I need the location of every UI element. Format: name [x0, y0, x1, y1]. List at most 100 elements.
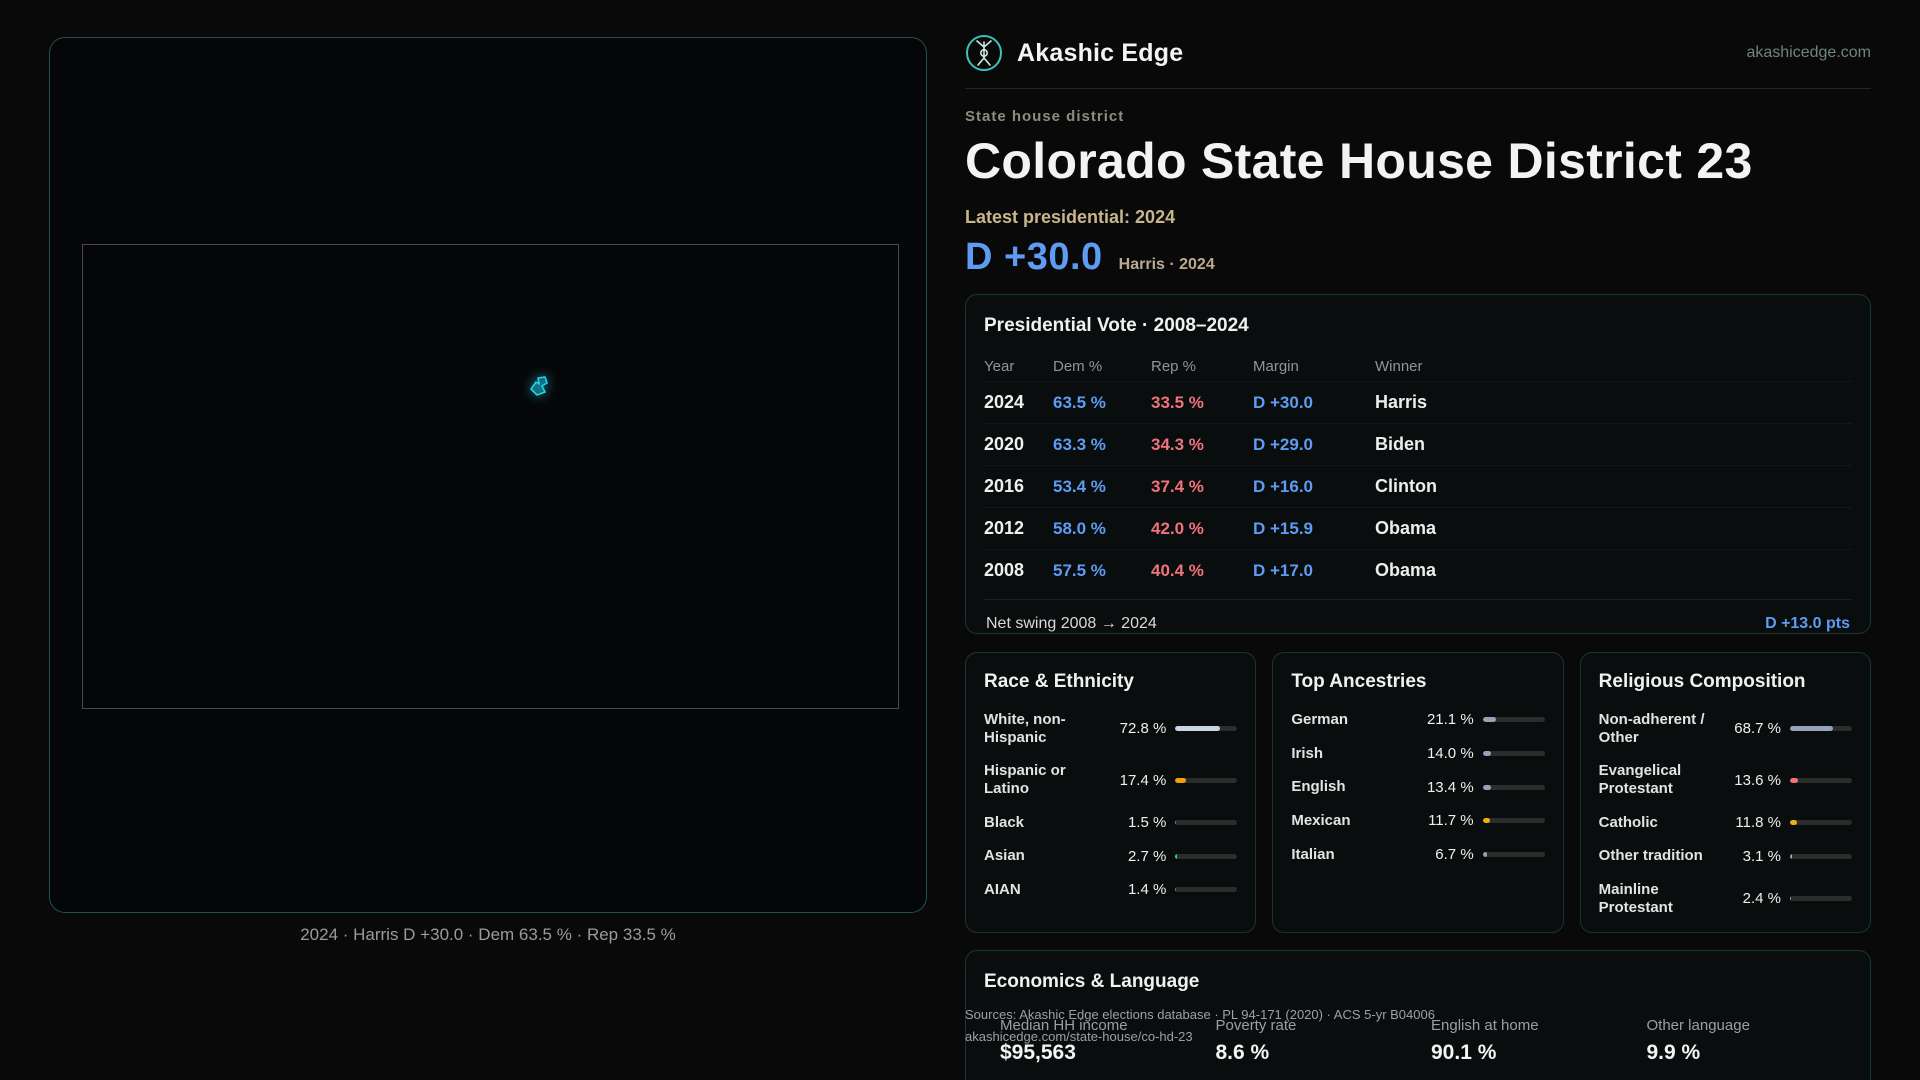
demographic-value: 3.1 %	[1742, 847, 1781, 865]
dem-pct-cell: 63.3 %	[1053, 434, 1106, 454]
winner-cell: Obama	[1375, 560, 1437, 580]
margin-summary: D +30.0 Harris · 2024	[965, 236, 1215, 279]
district-type-label: State house district	[965, 108, 1125, 125]
highlighted-district-shape[interactable]	[526, 372, 554, 400]
year-cell: 2012	[984, 518, 1025, 538]
demographic-rows: Non-adherent / Other 68.7 % Evangelical Pr…	[1599, 703, 1852, 925]
column-header: Dem %	[1053, 357, 1103, 375]
demographic-card-title: Race & Ethnicity	[984, 671, 1134, 692]
demographic-label: White, non-Hispanic	[984, 711, 1066, 746]
list-item: White, non-Hispanic 72.8 %	[984, 703, 1238, 754]
stat-value: $95,563	[1000, 1041, 1076, 1064]
stat: English at home 90.1 %	[1431, 1017, 1637, 1065]
demographic-label: Italian	[1291, 845, 1335, 863]
sources-line1: Sources: Akashic Edge elections database…	[965, 1007, 1435, 1022]
demographic-label: Mainline Protestant	[1598, 881, 1673, 916]
stat-label: Poverty rate	[1215, 1017, 1297, 1034]
demographic-value: 13.4 %	[1426, 778, 1474, 796]
list-item: Black 1.5 %	[984, 806, 1238, 840]
latest-presidential-label: Latest presidential: 2024	[965, 207, 1176, 227]
district-map-panel	[49, 37, 927, 913]
demographic-label: Non-adherent / Other	[1598, 711, 1705, 746]
presidential-vote-card: Presidential Vote · 2008–2024 Year Dem % R…	[965, 294, 1871, 634]
demographic-value: 72.8 %	[1119, 720, 1167, 738]
map-caption: 2024 · Harris D +30.0 · Dem 63.5 % · Rep…	[300, 925, 676, 944]
stat-value: 8.6 %	[1215, 1041, 1270, 1064]
table-row: 2024 63.5 % 33.5 % D +30.0 Harris	[984, 381, 1852, 423]
column-header: Margin	[1253, 357, 1299, 375]
rep-pct-cell: 37.4 %	[1151, 476, 1204, 496]
winner-cell: Obama	[1375, 518, 1437, 538]
rep-pct-cell: 42.0 %	[1151, 518, 1204, 538]
table-row: 2020 63.3 % 34.3 % D +29.0 Biden	[984, 423, 1852, 465]
table-row: 2008 57.5 % 40.4 % D +17.0 Obama	[984, 549, 1852, 591]
stat-label: Median HH income	[1000, 1017, 1128, 1034]
economics-stats: Median HH income $95,563 Poverty rate 8.6 %…	[984, 1017, 1852, 1065]
list-item: Evangelical Protestant 13.6 %	[1599, 754, 1852, 805]
demographic-card: Race & Ethnicity White, non-Hispanic 72.8 …	[965, 652, 1257, 933]
stat-label: English at home	[1431, 1017, 1539, 1034]
demographic-label: Mexican	[1291, 812, 1351, 830]
presidential-vote-table: Year Dem % Rep % Margin Winner 2024 63.5 % 33.5…	[984, 351, 1852, 591]
header-divider	[965, 88, 1871, 89]
demographic-bar-fill	[1789, 820, 1798, 826]
demographic-value: 1.5 %	[1127, 814, 1167, 832]
column-header: Rep %	[1151, 357, 1197, 375]
demographic-rows: White, non-Hispanic 72.8 % Hispanic or Lat…	[984, 703, 1238, 907]
demographic-bar	[1789, 896, 1852, 902]
demographic-card-title: Top Ancestries	[1291, 671, 1427, 692]
list-item: Hispanic or Latino 17.4 %	[984, 754, 1238, 805]
net-swing-value: D +13.0 pts	[1765, 615, 1850, 632]
demographic-bar	[1175, 777, 1238, 783]
sources-line2: akashicedge.com/state-house/co-hd-23	[965, 1029, 1193, 1044]
demographic-bar-fill	[1789, 777, 1799, 783]
demographic-card-title: Religious Composition	[1598, 671, 1806, 692]
margin-note: Harris · 2024	[1118, 256, 1215, 273]
demographic-bar-fill	[1482, 784, 1491, 790]
demographic-value: 1.4 %	[1127, 881, 1167, 899]
stat-label: Other language	[1646, 1017, 1750, 1034]
dem-pct-cell: 58.0 %	[1053, 518, 1106, 538]
demographic-label: German	[1291, 711, 1349, 728]
demographic-label: AIAN	[984, 881, 1021, 899]
demographic-bar	[1789, 820, 1852, 826]
demographics-row: Race & Ethnicity White, non-Hispanic 72.8 …	[965, 652, 1871, 933]
demographic-label: Asian	[984, 847, 1025, 865]
demographic-bar-fill	[1482, 717, 1496, 723]
demographic-bar-fill	[1482, 852, 1487, 858]
margin-value: D +30.0	[965, 236, 1103, 278]
winner-cell: Biden	[1375, 434, 1426, 454]
demographic-bar-fill	[1789, 896, 1792, 902]
demographic-value: 11.8 %	[1735, 814, 1781, 832]
column-header: Winner	[1375, 357, 1423, 375]
demographic-value: 17.4 %	[1119, 771, 1167, 789]
stat: Other language 9.9 %	[1647, 1017, 1853, 1065]
brand-name: Akashic Edge	[1017, 38, 1184, 67]
economics-card: Economics & Language Median HH income $95…	[965, 950, 1871, 1080]
margin-cell: D +30.0	[1253, 392, 1314, 412]
demographic-bar	[1482, 818, 1545, 824]
demographic-value: 2.4 %	[1742, 890, 1781, 908]
year-cell: 2016	[984, 476, 1025, 496]
table-row: 2016 53.4 % 37.4 % D +16.0 Clinton	[984, 465, 1852, 507]
demographic-bar	[1175, 887, 1238, 893]
demographic-bar-fill	[1175, 777, 1187, 783]
demographic-bar	[1482, 852, 1545, 858]
dem-pct-cell: 57.5 %	[1053, 560, 1106, 580]
demographic-value: 11.7 %	[1428, 812, 1474, 830]
demographic-label: Other tradition	[1598, 847, 1703, 865]
demographic-rows: German 21.1 % Irish 14.0 % English 13.4 % Mexi…	[1291, 703, 1545, 871]
year-cell: 2020	[984, 434, 1025, 454]
demographic-value: 21.1 %	[1426, 711, 1474, 729]
dem-pct-cell: 53.4 %	[1053, 476, 1106, 496]
demographic-bar	[1482, 717, 1545, 723]
rep-pct-cell: 40.4 %	[1151, 560, 1204, 580]
demographic-bar-fill	[1175, 726, 1221, 732]
brand-domain-link[interactable]: akashicedge.com	[1746, 44, 1871, 61]
demographic-label: Black	[984, 813, 1025, 831]
column-header: Year	[984, 357, 1015, 375]
table-header-row: Year Dem % Rep % Margin Winner	[984, 351, 1852, 381]
list-item: Catholic 11.8 %	[1599, 806, 1852, 840]
demographic-bar	[1789, 777, 1852, 783]
winner-cell: Harris	[1375, 392, 1428, 412]
